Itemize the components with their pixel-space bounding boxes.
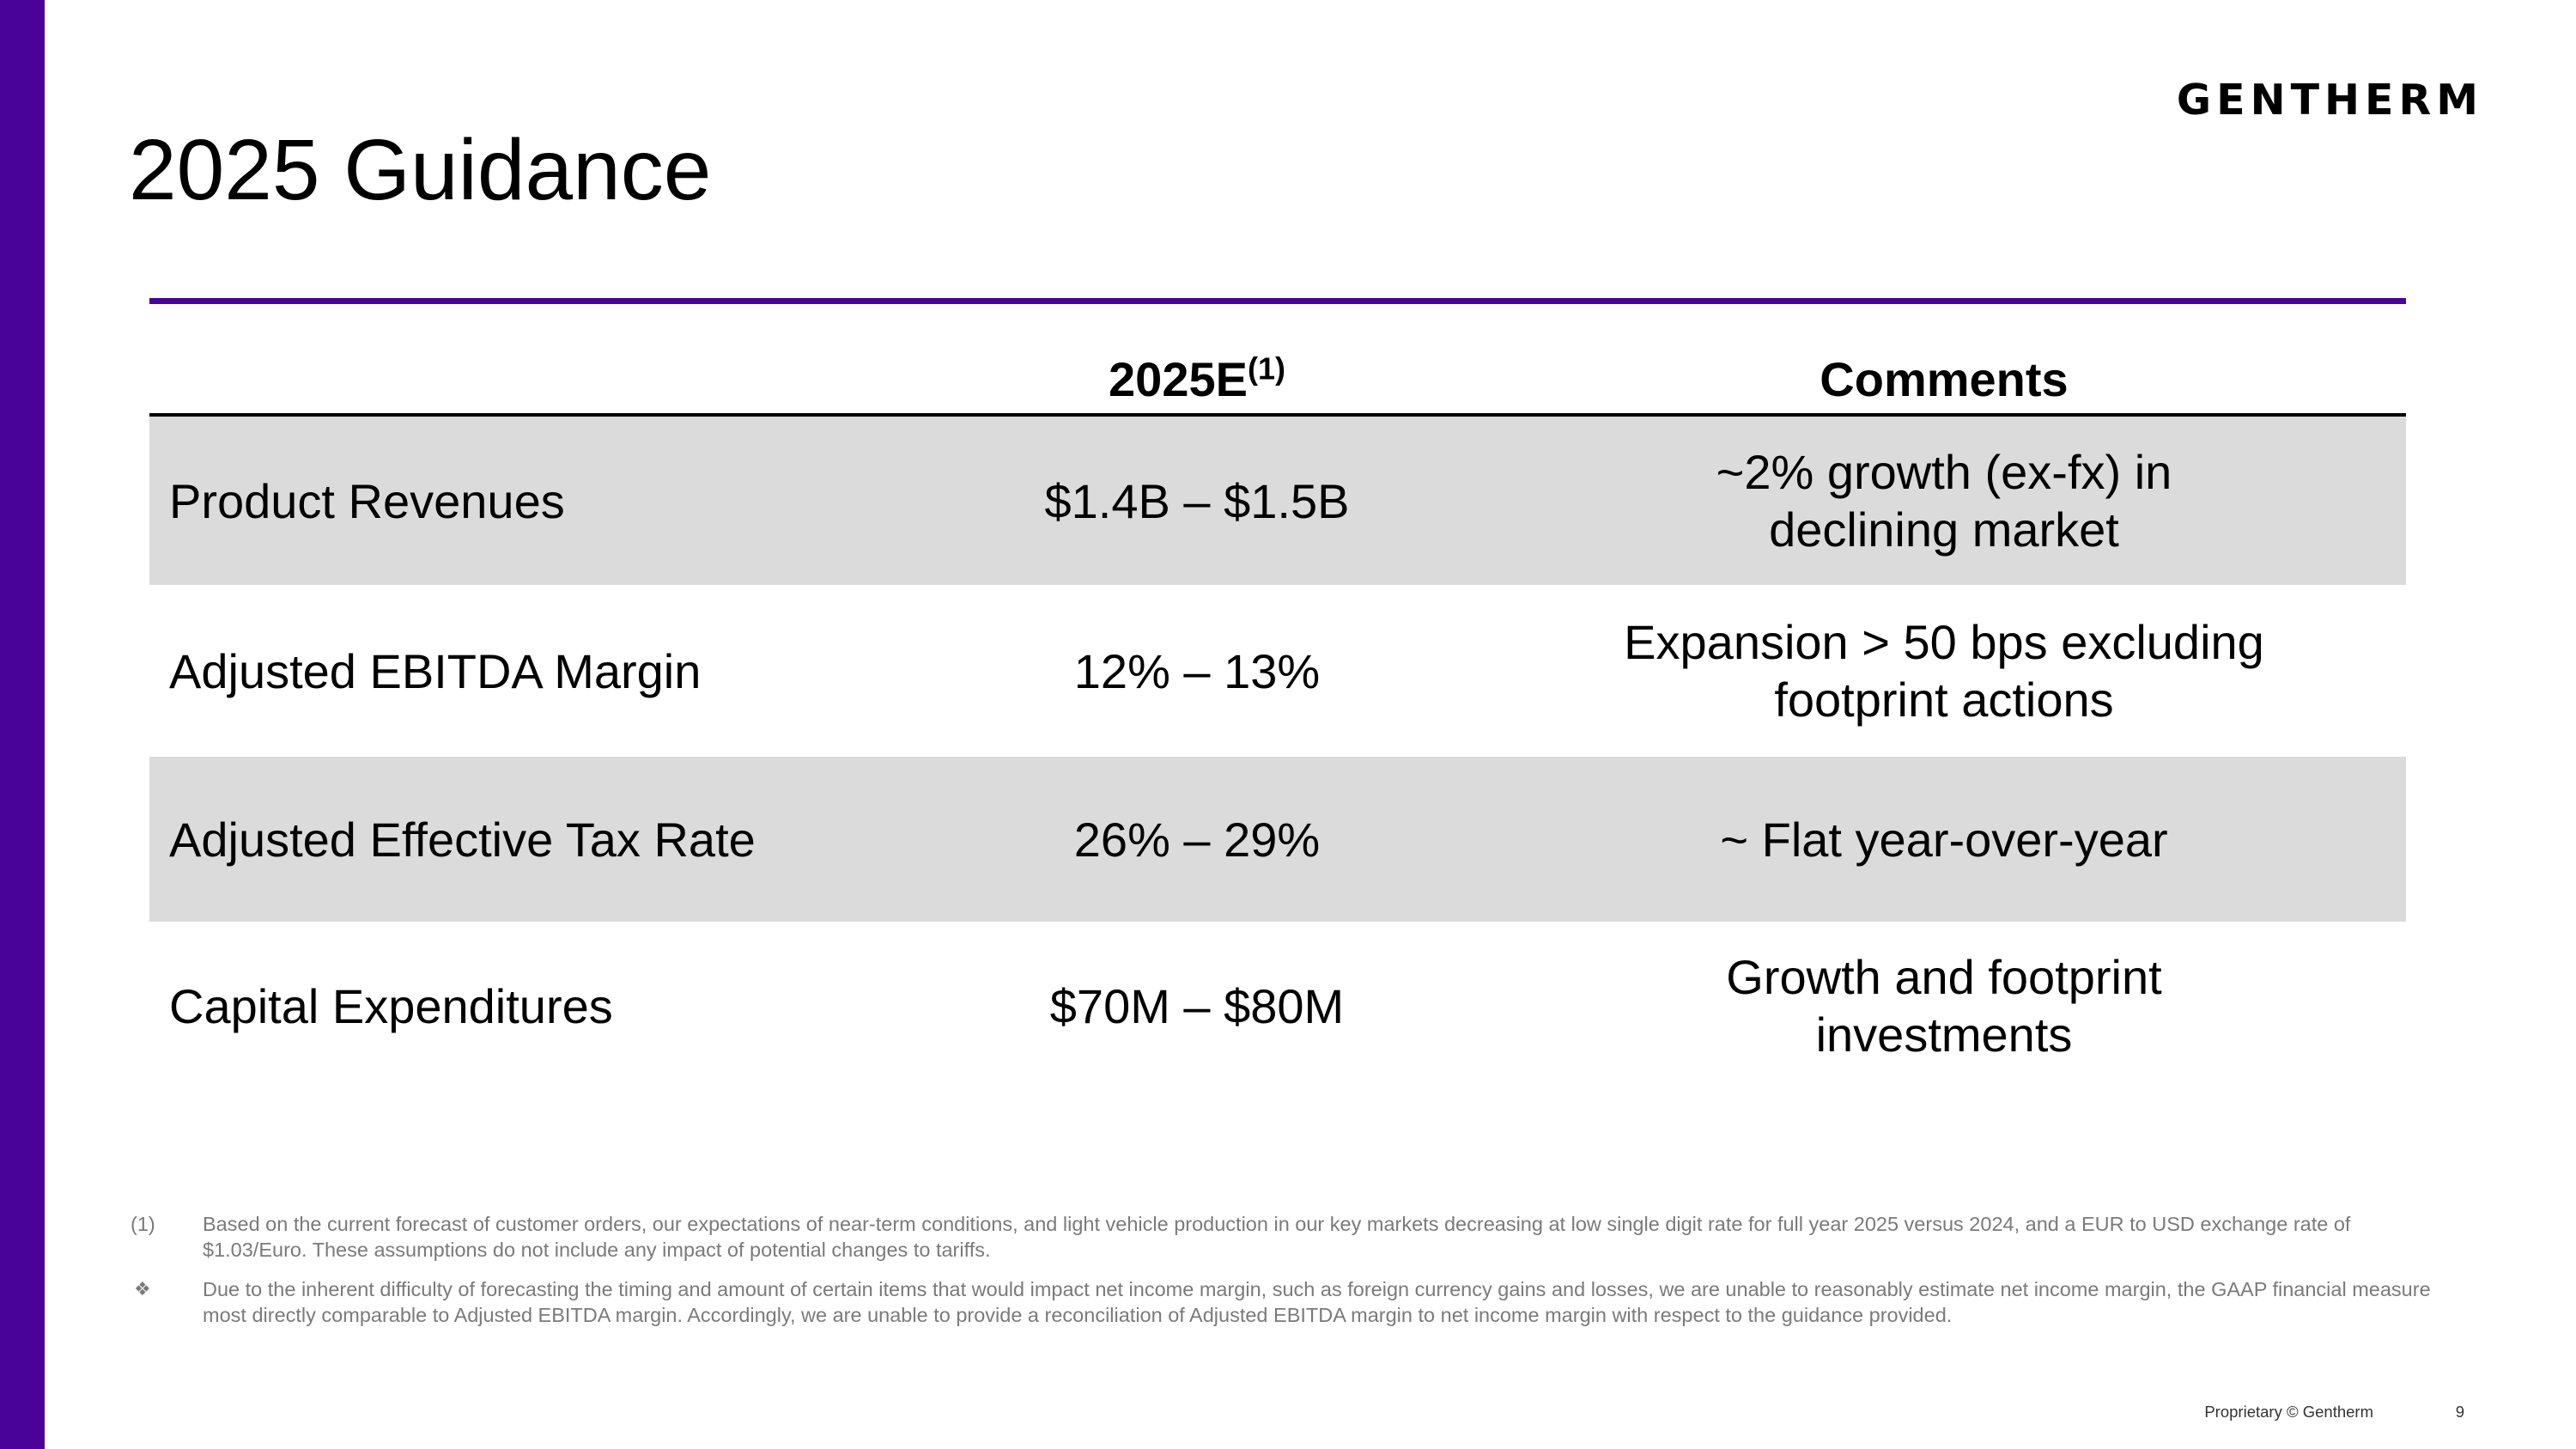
diamond-bullet-icon: ❖ (134, 1278, 151, 1300)
comment-line: declining market (1769, 502, 2119, 557)
slide-title: 2025 Guidance (129, 122, 712, 218)
side-accent-bar (0, 0, 45, 1449)
metric-label: Capital Expenditures (169, 978, 613, 1033)
guidance-value: $1.4B – $1.5B (1044, 473, 1350, 528)
page-number: 9 (2455, 1403, 2464, 1421)
header-footnote-ref: (1) (1247, 350, 1285, 387)
header-comments: Comments (1820, 352, 2069, 406)
footnote-marker: (1) (131, 1213, 155, 1235)
title-divider (149, 298, 2406, 304)
metric-label: Adjusted EBITDA Margin (169, 643, 702, 698)
footnote-text: Due to the inherent difficulty of foreca… (203, 1278, 2431, 1326)
footnote-2: ❖ Due to the inherent difficulty of fore… (129, 1276, 2456, 1328)
comment-line: ~2% growth (ex-fx) in (1716, 445, 2172, 499)
comment-cell: Growth and footprint investments (1566, 922, 2322, 1090)
comment-cell: ~2% growth (ex-fx) in declining market (1566, 417, 2322, 585)
guidance-value: $70M – $80M (1049, 978, 1345, 1033)
comment-line: footprint actions (1774, 673, 2114, 727)
table-row: Product Revenues $1.4B – $1.5B ~2% growt… (149, 417, 2406, 585)
comment-cell: ~ Flat year-over-year (1566, 757, 2322, 922)
table-row: Adjusted Effective Tax Rate 26% – 29% ~ … (149, 757, 2406, 922)
header-2025e: 2025E(1) (896, 353, 1498, 406)
metric-label: Product Revenues (169, 473, 565, 528)
comment-line: Growth and footprint (1726, 950, 2162, 1004)
metric-label: Adjusted Effective Tax Rate (169, 812, 756, 867)
proprietary-notice: Proprietary © Gentherm (2204, 1403, 2373, 1421)
comment-line: ~ Flat year-over-year (1720, 812, 2168, 867)
comment-line: Expansion > 50 bps excluding (1624, 615, 2264, 669)
gentherm-logo: GENTHERM (2176, 76, 2483, 125)
guidance-table: 2025E(1) Comments Product Revenues $1.4B… (149, 339, 2406, 1090)
table-row: Capital Expenditures $70M – $80M Growth … (149, 922, 2406, 1090)
footnotes: (1) Based on the current forecast of cus… (129, 1211, 2456, 1342)
comment-cell: Expansion > 50 bps excluding footprint a… (1566, 585, 2322, 757)
guidance-value: 12% – 13% (1073, 643, 1321, 698)
table-row: Adjusted EBITDA Margin 12% – 13% Expansi… (149, 585, 2406, 757)
footnote-1: (1) Based on the current forecast of cus… (129, 1211, 2456, 1263)
comment-line: investments (1815, 1008, 2073, 1062)
guidance-value: 26% – 29% (1073, 812, 1321, 867)
table-header: 2025E(1) Comments (149, 339, 2406, 417)
footnote-text: Based on the current forecast of custome… (203, 1213, 2351, 1261)
header-2025e-label: 2025E (1109, 352, 1248, 406)
